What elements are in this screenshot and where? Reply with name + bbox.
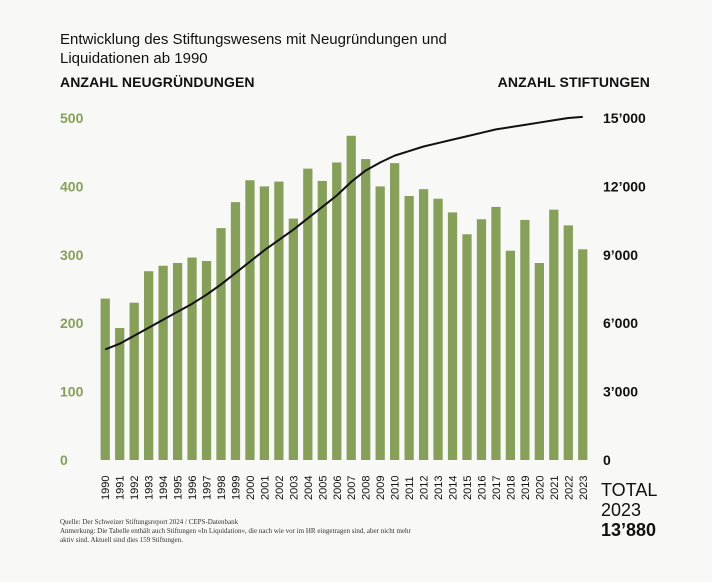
x-tick-label: 1999 — [230, 476, 242, 500]
x-tick-label: 2005 — [317, 476, 329, 500]
left-tick-label: 300 — [60, 247, 84, 263]
bar-1995 — [172, 263, 183, 460]
annotation-line: Anmerkung: Die Tabelle enthält auch Stif… — [60, 527, 411, 544]
bar-2021 — [549, 209, 559, 460]
x-tick-label: 1995 — [173, 476, 185, 500]
x-tick-label: 2008 — [361, 476, 373, 500]
x-tick-label: 1992 — [129, 476, 141, 500]
bar-1990 — [100, 298, 110, 460]
bar-2000 — [245, 180, 255, 461]
bar-2022 — [563, 225, 573, 460]
bar-1998 — [216, 228, 226, 460]
x-tick-label: 1998 — [216, 476, 228, 500]
x-tick-label: 2022 — [563, 476, 575, 500]
chart-title: Entwicklung des Stiftungswesens mit Neug… — [60, 31, 447, 67]
x-tick-label: 1994 — [158, 476, 170, 500]
bar-1992 — [129, 302, 139, 460]
x-tick-label: 2023 — [578, 476, 590, 500]
right-tick-label: 6’000 — [603, 315, 638, 331]
x-tick-label: 2017 — [491, 476, 503, 500]
x-tick-label: 2014 — [448, 476, 460, 500]
bar-2016 — [476, 219, 487, 460]
bar-2011 — [404, 195, 414, 461]
x-tick-label: 1993 — [144, 476, 156, 500]
bar-2006 — [332, 162, 342, 460]
left-tick-label: 500 — [60, 110, 84, 126]
x-tick-label: 2013 — [433, 476, 445, 500]
left-tick-label: 400 — [60, 178, 84, 194]
x-tick-label: 2021 — [549, 476, 561, 500]
bar-2009 — [375, 186, 385, 460]
bar-2017 — [491, 206, 501, 460]
x-tick-label: 2012 — [419, 476, 431, 500]
x-tick-label: 2019 — [520, 476, 532, 500]
bar-2002 — [274, 181, 284, 461]
total-block: TOTAL 2023 13’880 — [601, 480, 657, 540]
x-tick-label: 2001 — [259, 476, 271, 500]
bar-1999 — [230, 202, 241, 460]
x-tick-label: 2015 — [462, 476, 474, 500]
x-tick-label: 2003 — [288, 476, 300, 500]
x-tick-label: 2002 — [274, 476, 286, 500]
right-tick-label: 3’000 — [603, 384, 638, 400]
right-tick-label: 0 — [603, 452, 611, 468]
x-tick-label: 1997 — [202, 476, 214, 500]
bar-2018 — [505, 250, 516, 460]
left-tick-label: 100 — [60, 384, 84, 400]
x-tick-label: 2000 — [245, 476, 257, 500]
source-line: Quelle: Der Schweizer Stiftungsreport 20… — [60, 518, 239, 526]
bar-2012 — [418, 189, 429, 460]
total-label: TOTAL — [601, 480, 658, 500]
bar-2020 — [534, 263, 544, 460]
right-tick-label: 9’000 — [603, 247, 638, 263]
bar-2023 — [578, 249, 588, 460]
bar-1996 — [187, 257, 197, 460]
x-tick-label: 2018 — [505, 476, 517, 500]
bar-2003 — [288, 218, 298, 460]
bar-2004 — [303, 168, 313, 460]
left-tick-label: 200 — [60, 315, 84, 331]
bar-2019 — [520, 219, 530, 460]
bar-1991 — [115, 327, 125, 460]
x-tick-label: 2009 — [375, 476, 387, 500]
bar-2013 — [433, 198, 443, 460]
bar-2008 — [361, 159, 371, 461]
x-tick-label: 2010 — [390, 476, 402, 500]
bar-1993 — [144, 271, 154, 460]
right-tick-label: 12’000 — [603, 178, 646, 194]
bar-2014 — [447, 212, 458, 460]
bar-1997 — [201, 260, 212, 460]
right-tick-label: 15’000 — [603, 110, 646, 126]
bar-2015 — [462, 234, 472, 460]
bar-2001 — [259, 186, 270, 460]
right-axis-title: ANZAHL STIFTUNGEN — [497, 74, 650, 90]
x-tick-label: 2006 — [332, 476, 344, 500]
x-tick-label: 1996 — [187, 476, 199, 500]
x-tick-label: 2004 — [303, 476, 315, 500]
x-tick-label: 2020 — [534, 476, 546, 500]
left-axis-title: ANZAHL NEUGRÜNDUNGEN — [60, 74, 255, 90]
left-tick-label: 0 — [60, 452, 68, 468]
bar-2010 — [390, 163, 400, 460]
x-tick-label: 1991 — [115, 476, 127, 500]
x-tick-label: 2011 — [404, 476, 416, 500]
source-note: Quelle: Der Schweizer Stiftungsreport 20… — [60, 518, 420, 545]
x-tick-label: 2007 — [346, 476, 358, 500]
bar-2005 — [317, 180, 327, 460]
bar-1994 — [158, 265, 168, 460]
total-year: 2023 — [601, 500, 642, 520]
bar-2007 — [346, 135, 356, 460]
foundations-total-line — [104, 115, 583, 351]
x-tick-label: 2016 — [476, 476, 488, 500]
x-tick-label: 1990 — [100, 476, 112, 500]
total-value: 13’880 — [601, 520, 657, 540]
